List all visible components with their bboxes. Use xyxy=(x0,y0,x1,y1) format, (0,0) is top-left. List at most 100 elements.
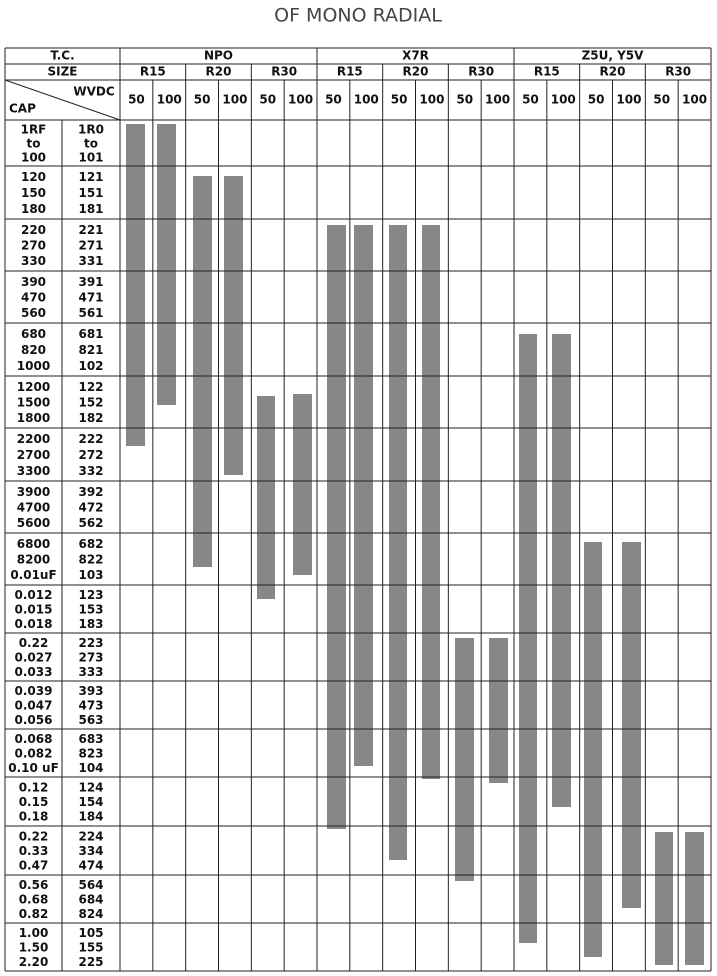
cap-value: 5600 xyxy=(17,516,50,530)
cap-value: 1.00 xyxy=(19,926,49,940)
cap-label: CAP xyxy=(9,102,36,116)
cap-value: 180 xyxy=(21,202,46,216)
voltage-label: 100 xyxy=(288,93,313,107)
cap-code: 683 xyxy=(78,732,103,746)
cap-code: 273 xyxy=(78,651,103,665)
range-bar xyxy=(455,638,474,881)
range-bar xyxy=(126,124,145,446)
voltage-label: 50 xyxy=(391,93,408,107)
cap-code: 123 xyxy=(78,588,103,602)
cap-code: 103 xyxy=(78,568,103,582)
cap-code: 153 xyxy=(78,603,103,617)
size-label: R20 xyxy=(206,65,232,79)
cap-value: 0.039 xyxy=(15,684,53,698)
voltage-label: 50 xyxy=(653,93,670,107)
cap-code: 221 xyxy=(78,223,103,237)
cap-value: 2700 xyxy=(17,448,50,462)
cap-code: 225 xyxy=(78,955,103,969)
cap-code: 224 xyxy=(78,829,103,843)
range-bar xyxy=(552,334,571,807)
cap-value: 470 xyxy=(21,291,46,305)
cap-code: 822 xyxy=(78,553,103,567)
cap-code: 823 xyxy=(78,747,103,761)
cap-code: 563 xyxy=(78,713,103,727)
cap-code: 333 xyxy=(78,665,103,679)
voltage-label: 50 xyxy=(194,93,211,107)
cap-code: 564 xyxy=(78,878,103,892)
cap-value: 680 xyxy=(21,327,46,341)
cap-code: 154 xyxy=(78,795,103,809)
cap-value: 390 xyxy=(21,275,46,289)
cap-value: 0.82 xyxy=(19,907,49,921)
voltage-label: 100 xyxy=(616,93,641,107)
cap-value: 1RF xyxy=(21,123,47,137)
cap-code: 223 xyxy=(78,636,103,650)
tc-label: T.C. xyxy=(50,49,74,63)
size-label: R20 xyxy=(403,65,429,79)
cap-value: 0.56 xyxy=(19,878,49,892)
size-label: SIZE xyxy=(47,65,77,79)
cap-value: 1200 xyxy=(17,380,50,394)
cap-code: 124 xyxy=(78,780,103,794)
range-bar xyxy=(224,176,243,475)
cap-value: 0.027 xyxy=(15,651,53,665)
cap-code: 473 xyxy=(78,699,103,713)
voltage-label: 100 xyxy=(157,93,182,107)
cap-code: 821 xyxy=(78,343,103,357)
cap-value: 2.20 xyxy=(19,955,49,969)
cap-code: 183 xyxy=(78,617,103,631)
cap-value: 3300 xyxy=(17,464,50,478)
cap-value: 560 xyxy=(21,306,46,320)
cap-value: 0.056 xyxy=(15,713,53,727)
cap-code: 471 xyxy=(78,291,103,305)
size-label: R30 xyxy=(468,65,494,79)
diagonal-line xyxy=(4,79,121,121)
cap-value: 220 xyxy=(21,223,46,237)
cap-value: 0.033 xyxy=(15,665,53,679)
cap-code: 391 xyxy=(78,275,103,289)
cap-code: 681 xyxy=(78,327,103,341)
cap-code: 121 xyxy=(78,170,103,184)
cap-value: 0.18 xyxy=(19,810,49,824)
cap-value: 100 xyxy=(21,150,46,164)
size-label: R30 xyxy=(665,65,691,79)
cap-code: 393 xyxy=(78,684,103,698)
cap-value: to xyxy=(27,137,41,151)
cap-value: 3900 xyxy=(17,485,50,499)
cap-code: 332 xyxy=(78,464,103,478)
range-bar xyxy=(293,394,312,575)
voltage-label: 100 xyxy=(354,93,379,107)
range-bar xyxy=(584,542,602,957)
cap-value: 0.018 xyxy=(15,617,53,631)
range-bar xyxy=(157,124,176,405)
cap-code: 472 xyxy=(78,501,103,515)
cap-code: 182 xyxy=(78,411,103,425)
cap-code: 122 xyxy=(78,380,103,394)
cap-code: 684 xyxy=(78,893,103,907)
cap-code: 392 xyxy=(78,485,103,499)
cap-code: 222 xyxy=(78,432,103,446)
cap-value: 120 xyxy=(21,170,46,184)
size-label: R15 xyxy=(534,65,560,79)
range-bar xyxy=(257,396,275,599)
cap-code: 824 xyxy=(78,907,103,921)
size-label: R30 xyxy=(271,65,297,79)
voltage-label: 50 xyxy=(325,93,342,107)
cap-code: 271 xyxy=(78,239,103,253)
voltage-label: 50 xyxy=(522,93,539,107)
cap-value: 0.22 xyxy=(19,829,49,843)
cap-value: 0.68 xyxy=(19,893,49,907)
cap-value: 1800 xyxy=(17,411,50,425)
cap-value: 0.012 xyxy=(15,588,53,602)
cap-code: to xyxy=(84,137,98,151)
cap-code: 101 xyxy=(78,150,103,164)
range-bar xyxy=(622,542,641,908)
cap-code: 184 xyxy=(78,810,103,824)
group-label: Z5U, Y5V xyxy=(582,49,645,63)
cap-code: 1R0 xyxy=(78,123,104,137)
wvdc-label: WVDC xyxy=(73,85,114,99)
range-bar xyxy=(327,225,346,829)
cap-value: 150 xyxy=(21,186,46,200)
voltage-label: 100 xyxy=(682,93,707,107)
